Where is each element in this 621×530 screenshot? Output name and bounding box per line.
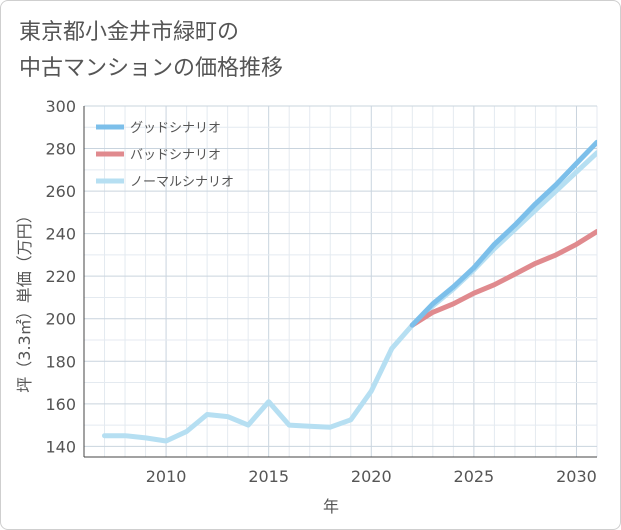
x-tick-label: 2015 — [248, 467, 289, 486]
legend-label: グッドシナリオ — [130, 121, 221, 136]
y-tick-label: 140 — [45, 437, 76, 456]
x-axis-ticks: 2010 2015 2020 2025 2030 — [146, 467, 597, 486]
grid — [83, 105, 598, 458]
chart-title-line-2: 中古マンションの価格推移 — [19, 56, 284, 81]
y-tick-label: 180 — [45, 352, 76, 371]
legend-label: ノーマルシナリオ — [130, 175, 234, 190]
y-tick-label: 160 — [45, 395, 76, 414]
chart-title-line-1: 東京都小金井市緑町の — [19, 20, 240, 45]
x-axis-label: 年 — [323, 497, 339, 516]
y-tick-label: 300 — [45, 97, 76, 116]
y-tick-label: 220 — [45, 267, 76, 286]
x-tick-label: 2025 — [454, 467, 495, 486]
series-line-0 — [409, 139, 597, 328]
y-tick-label: 280 — [45, 140, 76, 159]
chart-title: 東京都小金井市緑町の 中古マンションの価格推移 — [19, 15, 283, 87]
y-axis-ticks: 140 160 180 200 220 240 260 280 300 — [45, 97, 76, 456]
y-tick-label: 240 — [45, 225, 76, 244]
x-tick-label: 2010 — [146, 467, 187, 486]
legend-label: バッドシナリオ — [130, 148, 221, 163]
y-axis-label: 坪（3.3㎡）単価（万円） — [15, 207, 34, 392]
y-tick-label: 200 — [45, 310, 76, 329]
x-tick-label: 2030 — [556, 467, 597, 486]
series-line-1 — [409, 229, 597, 328]
plot-area — [84, 106, 597, 457]
series-lines — [102, 139, 597, 444]
series-line-2 — [102, 150, 597, 444]
x-tick-label: 2020 — [351, 467, 392, 486]
y-tick-label: 260 — [45, 182, 76, 201]
